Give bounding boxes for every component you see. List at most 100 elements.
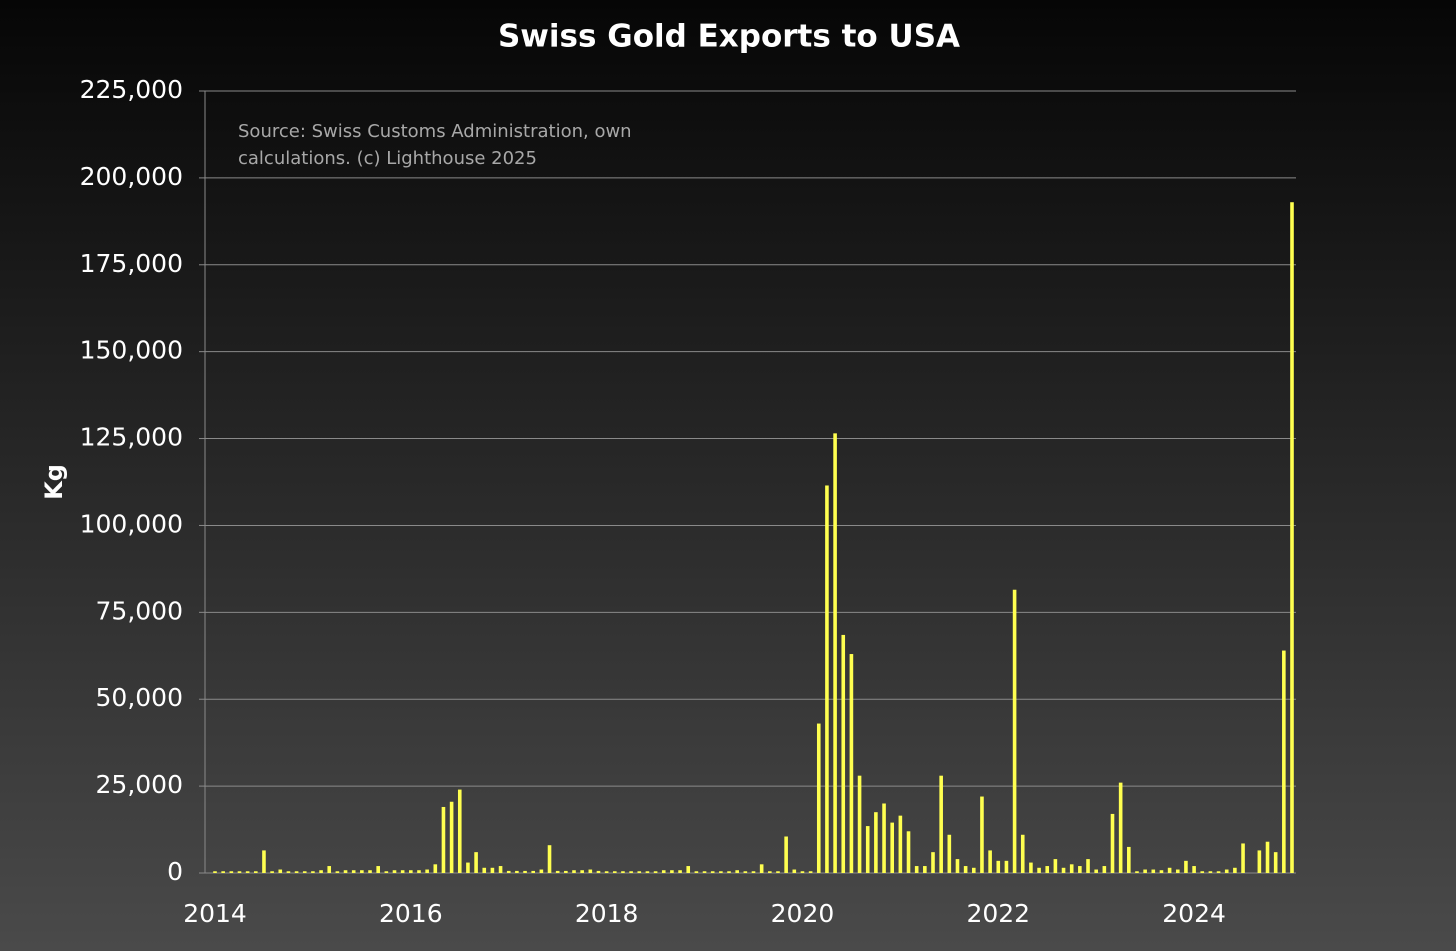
- bar: [784, 836, 788, 873]
- bar: [1175, 869, 1180, 873]
- bar: [947, 834, 952, 873]
- bar: [1029, 862, 1033, 873]
- bar: [931, 852, 935, 873]
- bar: [392, 870, 397, 873]
- bar: [343, 870, 348, 873]
- bar: [531, 870, 536, 873]
- bar: [702, 871, 707, 873]
- bar: [457, 789, 462, 873]
- bar: [441, 806, 446, 873]
- bar: [1192, 866, 1196, 873]
- bar: [400, 870, 405, 873]
- bar: [351, 870, 356, 873]
- bar: [857, 775, 862, 873]
- bar: [376, 866, 380, 873]
- bar: [735, 870, 739, 873]
- bar: [792, 869, 797, 873]
- bar: [278, 869, 283, 873]
- bar: [449, 801, 454, 873]
- bar: [645, 871, 650, 873]
- bar: [1257, 850, 1262, 873]
- bar: [1045, 866, 1050, 873]
- x-tick-label: 2020: [771, 899, 835, 928]
- bar: [1143, 869, 1147, 873]
- bar: [661, 870, 666, 873]
- bar: [727, 871, 731, 873]
- bar: [1037, 867, 1041, 873]
- x-tick-label: 2016: [379, 899, 443, 928]
- y-tick-label: 175,000: [80, 249, 183, 278]
- bar: [1094, 869, 1098, 873]
- bar: [409, 870, 413, 873]
- bar: [547, 845, 552, 873]
- bar: [686, 866, 691, 873]
- bar: [710, 871, 715, 873]
- x-tick-label: 2018: [575, 899, 639, 928]
- bar: [694, 871, 699, 873]
- bar: [1265, 841, 1270, 873]
- bar: [580, 870, 584, 873]
- y-tick-label: 75,000: [96, 596, 183, 625]
- bar: [841, 634, 846, 873]
- bar: [229, 871, 234, 873]
- bar: [588, 869, 593, 873]
- bar: [759, 864, 764, 873]
- bar: [719, 871, 723, 873]
- bar: [368, 870, 372, 873]
- bar: [262, 850, 266, 873]
- bar: [1216, 871, 1221, 873]
- y-tick-label: 150,000: [80, 336, 183, 365]
- chart-title: Swiss Gold Exports to USA: [498, 19, 960, 55]
- bar: [825, 485, 829, 873]
- bar: [1200, 871, 1205, 873]
- bar: [245, 871, 250, 873]
- bar: [1282, 650, 1286, 873]
- bar: [751, 871, 756, 873]
- bar: [294, 871, 299, 873]
- bar: [768, 871, 772, 873]
- y-tick-label: 200,000: [80, 162, 183, 191]
- bar: [939, 775, 943, 873]
- bar: [490, 867, 495, 873]
- bar: [800, 871, 805, 873]
- bar: [963, 866, 968, 873]
- bar: [482, 867, 487, 873]
- bar: [515, 870, 519, 873]
- annotation: Source: Swiss Customs Administration, ow…: [238, 121, 632, 142]
- bar: [564, 870, 568, 873]
- bar: [572, 870, 576, 873]
- bar: [1110, 813, 1115, 873]
- bar: [898, 815, 903, 873]
- y-tick-label: 25,000: [96, 770, 183, 799]
- bar: [874, 812, 878, 873]
- bar: [1290, 202, 1294, 873]
- y-tick-label: 0: [167, 857, 183, 886]
- bar: [865, 826, 870, 873]
- x-tick-label: 2014: [183, 899, 247, 928]
- bar: [882, 803, 886, 873]
- bar: [914, 866, 919, 873]
- bar: [523, 870, 527, 873]
- bar: [327, 866, 332, 873]
- bar: [1159, 870, 1164, 873]
- bar: [555, 870, 560, 873]
- bar: [1224, 869, 1229, 873]
- y-axis-label: Kg: [40, 464, 68, 500]
- bar: [433, 864, 438, 873]
- bar: [776, 871, 780, 873]
- bar: [988, 850, 992, 873]
- bar: [955, 859, 960, 873]
- bar: [237, 871, 242, 873]
- bar: [1127, 846, 1131, 873]
- y-tick-label: 125,000: [80, 423, 183, 452]
- bar: [816, 723, 821, 873]
- bar: [923, 866, 927, 873]
- bar: [1118, 782, 1123, 873]
- bar: [253, 871, 258, 873]
- bar: [678, 870, 682, 873]
- bar: [1102, 866, 1107, 873]
- bar: [637, 871, 642, 873]
- bar: [286, 871, 291, 873]
